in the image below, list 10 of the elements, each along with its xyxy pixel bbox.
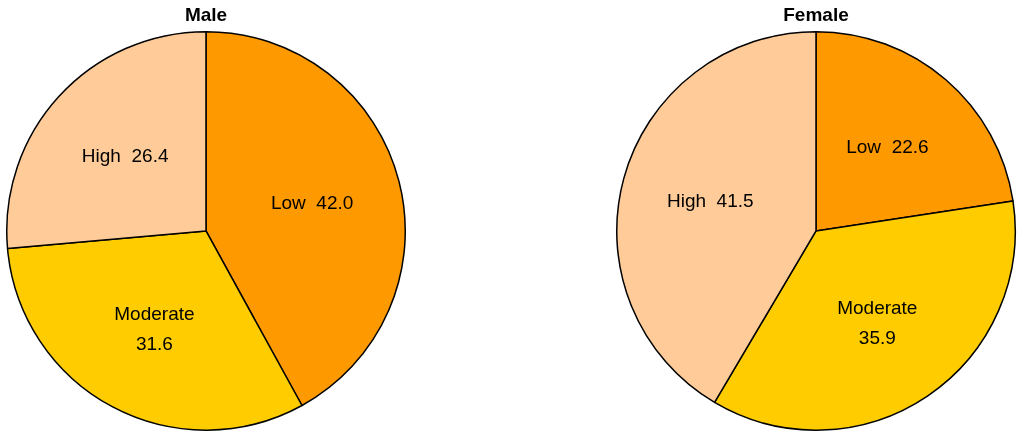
slice-label: Moderate	[837, 296, 918, 318]
data-label: 31.6	[135, 332, 173, 354]
slice-label: High 26.4	[81, 145, 169, 167]
slice-label: High 41.5	[666, 190, 754, 212]
slice-label: Moderate	[114, 302, 195, 324]
chart-title: Male	[184, 3, 228, 25]
slice-label: Low 22.6	[846, 136, 929, 158]
slice-label: Low 42.0	[270, 191, 354, 213]
data-label: 35.9	[858, 326, 896, 348]
chart-title: Female	[783, 3, 849, 25]
